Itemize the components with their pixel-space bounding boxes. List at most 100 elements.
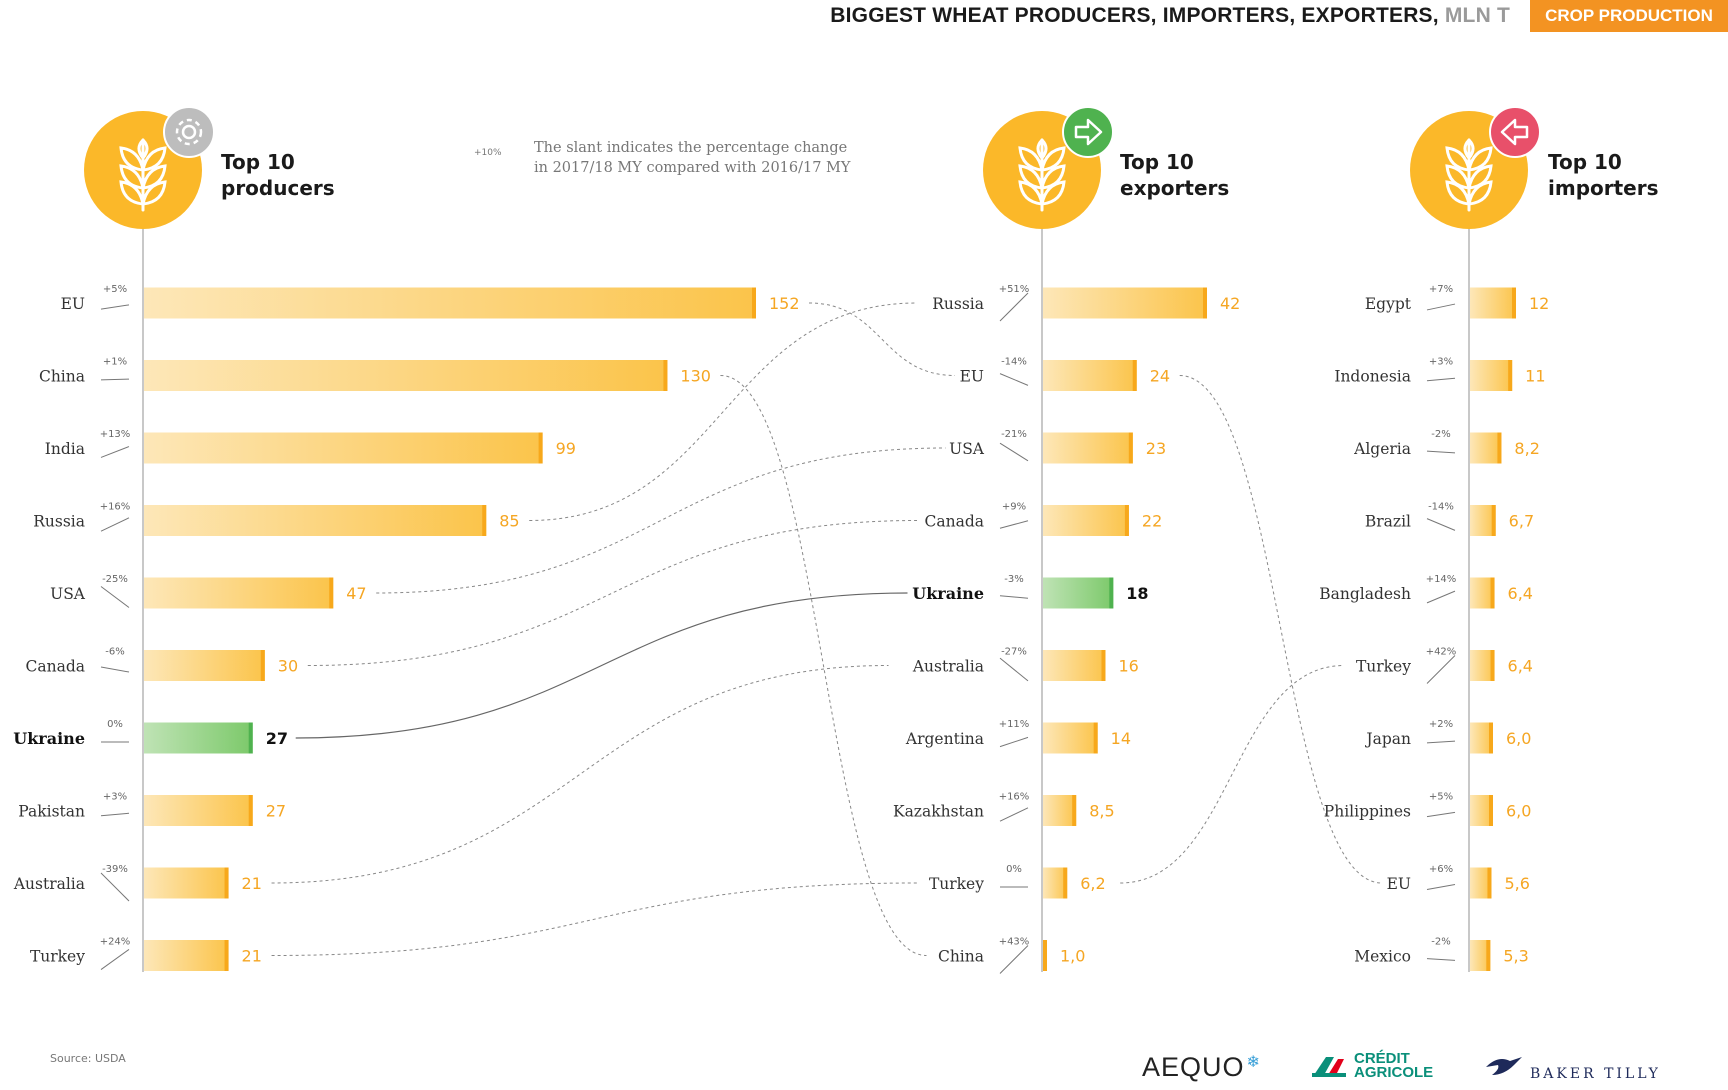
importer-change-label: -2% [1431, 937, 1450, 948]
exporter-bar-cap [1063, 867, 1068, 899]
exporter-value-label: 16 [1118, 657, 1138, 676]
producer-change-label: -25% [102, 574, 128, 585]
importer-change-slant [1426, 883, 1456, 891]
connector-eu [1179, 375, 1383, 884]
exporter-bar-cap [1101, 650, 1106, 681]
producer-bar-cap [260, 650, 265, 681]
producer-change-slant [100, 949, 130, 970]
importers-column-title: Top 10 importers [1548, 150, 1659, 200]
importer-label: Brazil [1365, 513, 1411, 531]
baker-tilly-logo: BAKER TILLY [1484, 1050, 1661, 1082]
producer-change-label: +24% [100, 937, 131, 948]
producer-label: India [45, 440, 85, 458]
importer-label: Bangladesh [1319, 585, 1411, 603]
importer-bar-cap [1486, 940, 1491, 971]
wheat-producers-icon-group [84, 106, 215, 229]
gear-icon [163, 106, 215, 158]
producer-value-label: 85 [499, 512, 519, 531]
importer-bar-cap [1508, 360, 1513, 391]
importer-change-label: +3% [1429, 357, 1453, 368]
importer-row-brazil: Brazil -14% 6,7 [1365, 502, 1534, 536]
producer-bar [144, 287, 756, 319]
importer-bar [1470, 722, 1493, 754]
exporter-change-label: +9% [1002, 502, 1026, 513]
exporter-bar-cap [1043, 940, 1047, 971]
producer-label: EU [61, 295, 85, 313]
producer-value-label: 27 [266, 729, 288, 748]
exporter-value-label: 42 [1220, 294, 1240, 313]
exporter-label: EU [960, 368, 984, 386]
producer-label: Ukraine [13, 729, 85, 748]
importer-value-label: 11 [1525, 367, 1545, 386]
producer-label: Pakistan [18, 803, 85, 821]
importer-bar [1470, 940, 1491, 971]
producer-change-slant [100, 378, 130, 381]
exporter-label: USA [949, 440, 985, 458]
producer-bar-cap [663, 360, 668, 391]
importer-row-mexico: Mexico -2% 5,3 [1354, 937, 1529, 971]
exporter-bar [1043, 650, 1106, 681]
arrow-right-icon [1062, 106, 1114, 158]
exporter-change-label: +16% [999, 792, 1030, 803]
producer-change-slant [100, 517, 130, 532]
producer-change-slant [100, 304, 130, 310]
exporter-change-label: -3% [1004, 574, 1023, 585]
producers-column-title: Top 10 producers [221, 150, 335, 200]
producer-row-ukraine: Ukraine 0% 27 [13, 719, 288, 754]
producer-label: China [39, 368, 85, 386]
producer-bar [144, 650, 265, 681]
exporter-change-slant [999, 520, 1029, 529]
producer-bar-cap [752, 287, 756, 319]
importer-label: Indonesia [1334, 368, 1411, 386]
source-note: Source: USDA [50, 1052, 126, 1065]
importer-change-slant [1426, 377, 1456, 382]
exporter-bar [1043, 795, 1077, 826]
producer-change-label: +1% [103, 357, 127, 368]
importer-row-bangladesh: Bangladesh +14% 6,4 [1319, 574, 1533, 609]
importer-change-slant [1426, 740, 1456, 744]
producer-change-slant [100, 666, 130, 673]
producer-value-label: 47 [346, 584, 366, 603]
exporter-bar-cap [1072, 795, 1077, 826]
importer-row-indonesia: Indonesia +3% 11 [1334, 357, 1546, 391]
importer-change-label: -2% [1431, 429, 1450, 440]
producer-value-label: 99 [556, 439, 576, 458]
importer-value-label: 6,4 [1508, 657, 1533, 676]
producer-change-label: +13% [100, 429, 131, 440]
importer-row-algeria: Algeria -2% 8,2 [1353, 429, 1540, 464]
exporter-change-slant [999, 595, 1029, 599]
producer-change-slant [100, 872, 130, 902]
exporter-value-label: 18 [1126, 584, 1148, 603]
exporter-value-label: 24 [1150, 367, 1170, 386]
exporter-label: Australia [912, 658, 984, 676]
wheat-glyph [1445, 138, 1493, 212]
producer-value-label: 30 [278, 657, 298, 676]
exporter-bar [1043, 867, 1068, 899]
importer-row-philippines: Philippines +5% 6,0 [1324, 792, 1531, 826]
importer-change-label: -14% [1428, 502, 1454, 513]
exporter-change-slant [999, 736, 1029, 748]
importer-value-label: 6,7 [1509, 512, 1534, 531]
exporter-value-label: 1,0 [1060, 947, 1085, 966]
producer-bar-cap [224, 940, 229, 971]
producers-column: EU +5% 152 China +1% 130 India +13% 99 Russia +16%… [13, 228, 800, 972]
connector-turkey [271, 882, 918, 956]
producer-value-label: 27 [266, 802, 286, 821]
connector-turkey [1120, 665, 1345, 884]
producer-change-label: -6% [105, 647, 124, 658]
producer-change-label: 0% [107, 719, 123, 730]
exporter-bar [1043, 505, 1129, 536]
producer-row-india: India +13% 99 [45, 429, 576, 464]
importer-value-label: 5,6 [1504, 874, 1529, 893]
importer-bar [1470, 867, 1492, 899]
importer-change-label: +7% [1429, 284, 1453, 295]
connector-lines [271, 302, 1383, 956]
importer-bar-cap [1497, 432, 1502, 464]
importer-bar [1470, 650, 1495, 681]
importer-bar-cap [1512, 287, 1516, 319]
importer-bar-cap [1489, 795, 1493, 826]
producer-label: Turkey [30, 948, 85, 966]
exporter-row-australia: Australia -27% 16 [912, 647, 1139, 682]
credit-agricole-mark-icon [1312, 1057, 1346, 1077]
exporter-value-label: 22 [1142, 512, 1162, 531]
